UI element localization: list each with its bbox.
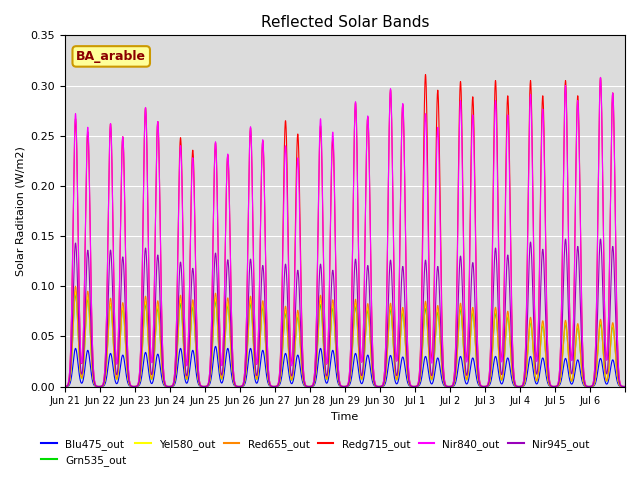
Legend: Blu475_out, Grn535_out, Yel580_out, Red655_out, Redg715_out, Nir840_out, Nir945_: Blu475_out, Grn535_out, Yel580_out, Red6… — [37, 434, 593, 470]
X-axis label: Time: Time — [332, 412, 358, 422]
Text: BA_arable: BA_arable — [76, 50, 146, 63]
Title: Reflected Solar Bands: Reflected Solar Bands — [260, 15, 429, 30]
Y-axis label: Solar Raditaion (W/m2): Solar Raditaion (W/m2) — [15, 146, 25, 276]
